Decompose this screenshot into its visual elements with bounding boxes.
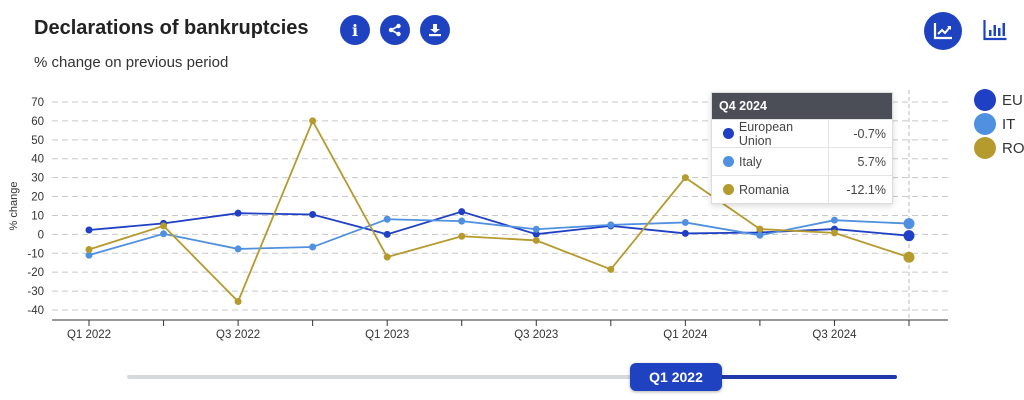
x-tick-label: Q3 2024	[812, 329, 857, 341]
data-point	[830, 216, 838, 224]
legend-dot	[974, 137, 996, 159]
tooltip-row: Italy 5.7%	[712, 147, 892, 175]
legend-item-eu[interactable]: EU	[974, 89, 1023, 111]
data-point	[458, 217, 466, 225]
line-chart-icon	[933, 23, 952, 40]
y-tick-label: -10	[27, 248, 44, 260]
share-button[interactable]	[380, 15, 410, 45]
legend-item-it[interactable]: IT	[974, 113, 1015, 135]
time-slider-fill	[700, 375, 897, 379]
y-tick-label: 50	[31, 135, 44, 147]
data-point	[160, 230, 168, 238]
data-point	[383, 253, 391, 261]
tooltip-value: 5.7%	[857, 154, 887, 169]
data-point	[756, 225, 764, 233]
tooltip-value: -0.7%	[853, 126, 886, 141]
data-point	[85, 251, 93, 259]
data-point	[85, 226, 93, 234]
x-tick-label: Q1 2022	[67, 329, 111, 341]
data-point	[234, 297, 242, 305]
tooltip-series-name: European Union	[738, 119, 794, 148]
tooltip-row: Romania -12.1%	[712, 175, 892, 203]
chart-subtitle: % change on previous period	[34, 54, 229, 71]
data-point	[309, 211, 317, 219]
share-icon	[388, 23, 401, 37]
data-point	[458, 232, 466, 240]
tooltip-row: European Union -0.7%	[712, 119, 892, 148]
legend-label: IT	[1002, 115, 1016, 133]
data-point	[383, 215, 391, 223]
x-tick-label: Q3 2022	[216, 329, 260, 341]
data-point	[903, 218, 915, 230]
series-dot	[723, 184, 734, 195]
tooltip-value: -12.1%	[846, 182, 886, 197]
legend-dot	[974, 89, 996, 111]
series-dot	[723, 156, 734, 167]
data-point	[309, 117, 317, 125]
y-tick-label: -30	[27, 286, 44, 298]
data-point	[903, 230, 915, 242]
data-point	[234, 209, 242, 217]
x-tick-label: Q3 2023	[514, 329, 558, 341]
y-tick-label: 0	[38, 229, 44, 241]
download-button[interactable]	[420, 15, 450, 45]
data-point	[234, 245, 242, 253]
data-point	[681, 229, 689, 237]
legend-dot	[974, 113, 996, 135]
y-tick-label: 70	[31, 97, 44, 109]
y-tick-label: -40	[27, 305, 44, 317]
tooltip: Q4 2024 European Union -0.7% Italy 5.7% …	[711, 92, 893, 204]
line-chart: 70 60 50 40 30 20 10 0 -10 -20 -30 -40 Q1 2022 Q3 20…	[8, 90, 948, 341]
data-point	[681, 174, 689, 182]
series-line-1	[88, 218, 910, 257]
time-slider-thumb[interactable]: Q1 2022	[630, 363, 722, 391]
data-point	[607, 265, 615, 273]
series-line-2	[88, 118, 910, 304]
line-chart-view-button[interactable]	[924, 12, 962, 50]
data-point	[160, 222, 168, 230]
data-point	[756, 231, 764, 239]
download-icon	[429, 24, 441, 37]
y-tick-label: 10	[31, 210, 44, 222]
legend-label: EU	[1002, 91, 1023, 109]
tooltip-series-name: Romania	[739, 182, 790, 197]
y-tick-label: 30	[31, 173, 44, 185]
x-tick-label: Q1 2023	[365, 329, 409, 341]
tooltip-title: Q4 2024	[712, 93, 892, 119]
data-point	[532, 230, 540, 238]
data-point	[681, 218, 689, 226]
data-point	[903, 251, 915, 263]
bar-chart-icon	[983, 20, 1007, 41]
data-point	[532, 225, 540, 233]
y-tick-label: 60	[31, 116, 44, 128]
tooltip-series-name: Italy	[739, 154, 762, 169]
data-point	[830, 229, 838, 237]
bar-chart-view-button[interactable]	[983, 19, 1007, 46]
legend-label: RO	[1002, 139, 1024, 157]
legend-item-ro[interactable]: RO	[974, 137, 1024, 159]
y-tick-label: 40	[31, 154, 44, 166]
time-slider-track[interactable]	[127, 375, 897, 379]
x-tick-label: Q1 2024	[663, 329, 708, 341]
info-icon: i	[351, 20, 359, 40]
data-point	[383, 230, 391, 238]
data-point	[309, 243, 317, 251]
y-tick-label: 20	[31, 192, 44, 204]
chart-title: Declarations of bankruptcies	[34, 17, 309, 39]
y-tick-label: -20	[27, 267, 44, 279]
data-point	[532, 236, 540, 244]
data-point	[85, 245, 93, 253]
series-dot	[723, 128, 734, 139]
info-button[interactable]: i	[340, 15, 370, 45]
data-point	[607, 221, 615, 229]
y-axis-label: % change	[8, 182, 20, 231]
data-point	[458, 208, 466, 216]
